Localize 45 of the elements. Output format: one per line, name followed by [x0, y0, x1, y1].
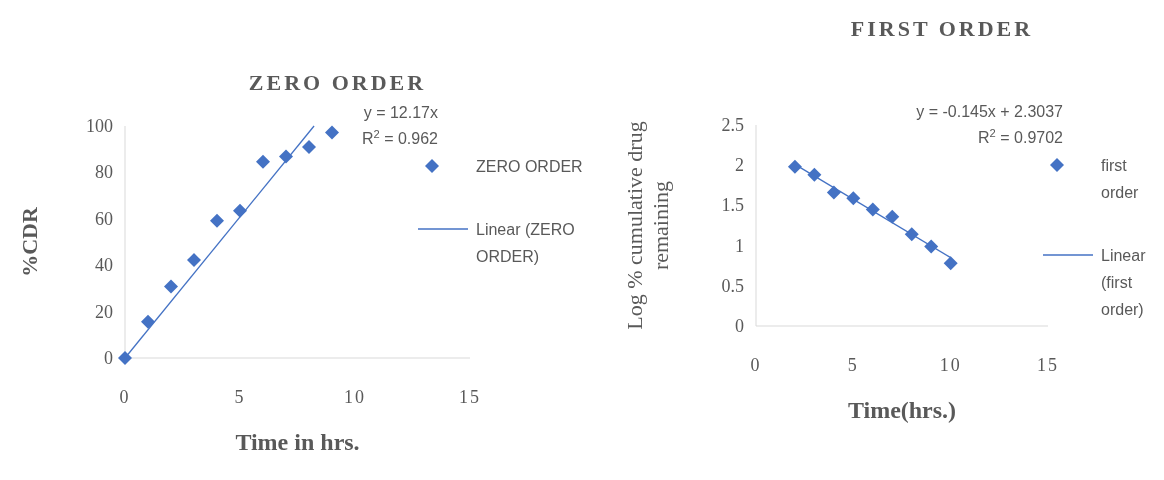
y-axis-title: Log % cumulative drug remaining [622, 121, 673, 330]
y-tick-label: 1 [735, 235, 744, 256]
point [210, 213, 224, 228]
text: y = 12.17x [363, 104, 438, 121]
chart-title: ZERO ORDER [248, 70, 427, 95]
x-tick-label: 15 [1037, 355, 1059, 375]
x-tick-label: 15 [459, 387, 481, 407]
chart-title: FIRST ORDER [850, 16, 1034, 41]
x-tick-label: 5 [234, 387, 246, 407]
x-tick-label: 10 [939, 355, 962, 375]
y-tick-label: 0 [735, 316, 744, 336]
y-tick-label: 20 [95, 301, 113, 322]
point [118, 351, 132, 365]
x-axis-title: Time in hrs. [235, 429, 360, 455]
point [302, 139, 316, 154]
point [943, 256, 958, 271]
legend-label: Linear (ZERO ORDER) [476, 221, 575, 265]
x-tick-label: 5 [847, 355, 859, 375]
x-tick-label: 0 [750, 355, 762, 375]
y-tick-label: 2 [735, 155, 744, 176]
point [256, 154, 270, 169]
y-tick-label: 100 [86, 116, 113, 136]
point [141, 314, 155, 329]
annotation: R$^{2}$ = 0.9702 [978, 127, 1064, 146]
point [325, 125, 339, 140]
text: y = -0.145x + 2.3037 [916, 103, 1064, 120]
y-axis-title: %CDR [17, 206, 42, 277]
y-tick-label: 80 [95, 162, 113, 183]
point [787, 159, 802, 174]
y-tick-label: 0.5 [721, 275, 744, 296]
legend-label: first order [1101, 157, 1140, 201]
annotation: R$^{2}$ = 0.962 [361, 128, 439, 147]
y-tick-label: 60 [95, 208, 113, 229]
y-tick-label: 1.5 [721, 195, 744, 216]
legend-label: Linear (first order) [1101, 247, 1147, 318]
point [187, 253, 201, 268]
x-tick-label: 10 [344, 387, 366, 407]
legend-label: ZERO ORDER [476, 158, 583, 175]
y-tick-label: 40 [95, 255, 113, 276]
x-axis-title: Time(hrs.) [847, 397, 957, 423]
y-tick-label: 2.5 [721, 115, 744, 135]
point [885, 209, 900, 224]
point [826, 185, 841, 200]
x-tick-label: 0 [119, 387, 131, 407]
point [164, 279, 178, 294]
